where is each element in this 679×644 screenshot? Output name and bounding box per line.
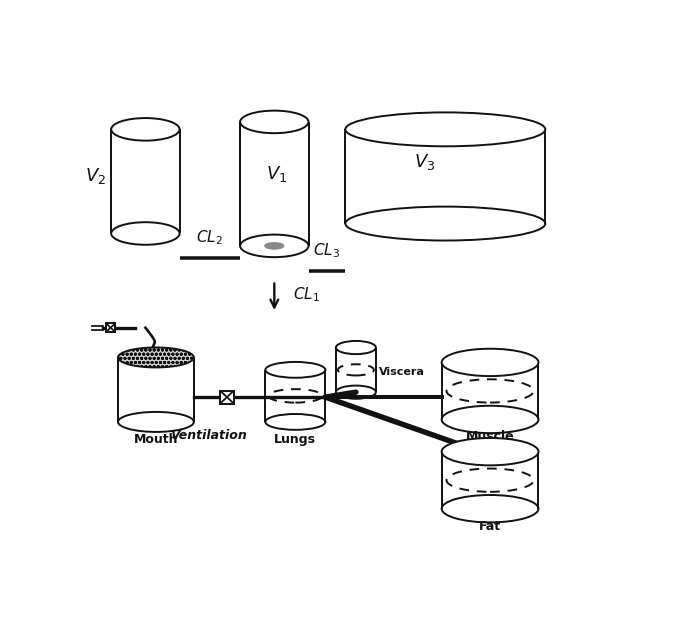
Text: $V_3$: $V_3$ [414,153,435,173]
Bar [106,323,115,332]
Ellipse shape [111,118,179,140]
Ellipse shape [265,243,284,249]
Text: Mouth: Mouth [134,433,178,446]
Ellipse shape [240,111,308,133]
Bar [220,391,234,404]
Ellipse shape [265,362,325,378]
Ellipse shape [346,113,545,146]
Text: $V_2$: $V_2$ [85,166,106,186]
Text: Fat: Fat [479,520,501,533]
Text: Viscera: Viscera [378,367,424,377]
Ellipse shape [118,348,194,368]
Text: Ventilation: Ventilation [170,430,247,442]
Text: Lungs: Lungs [274,433,316,446]
Ellipse shape [441,438,538,466]
Ellipse shape [336,341,376,354]
Ellipse shape [441,348,538,376]
Text: $CL_1$: $CL_1$ [293,285,320,303]
Text: $CL_3$: $CL_3$ [314,241,340,260]
Text: Muscle: Muscle [466,430,515,443]
Text: $V_1$: $V_1$ [266,164,287,184]
Text: $CL_2$: $CL_2$ [196,229,223,247]
